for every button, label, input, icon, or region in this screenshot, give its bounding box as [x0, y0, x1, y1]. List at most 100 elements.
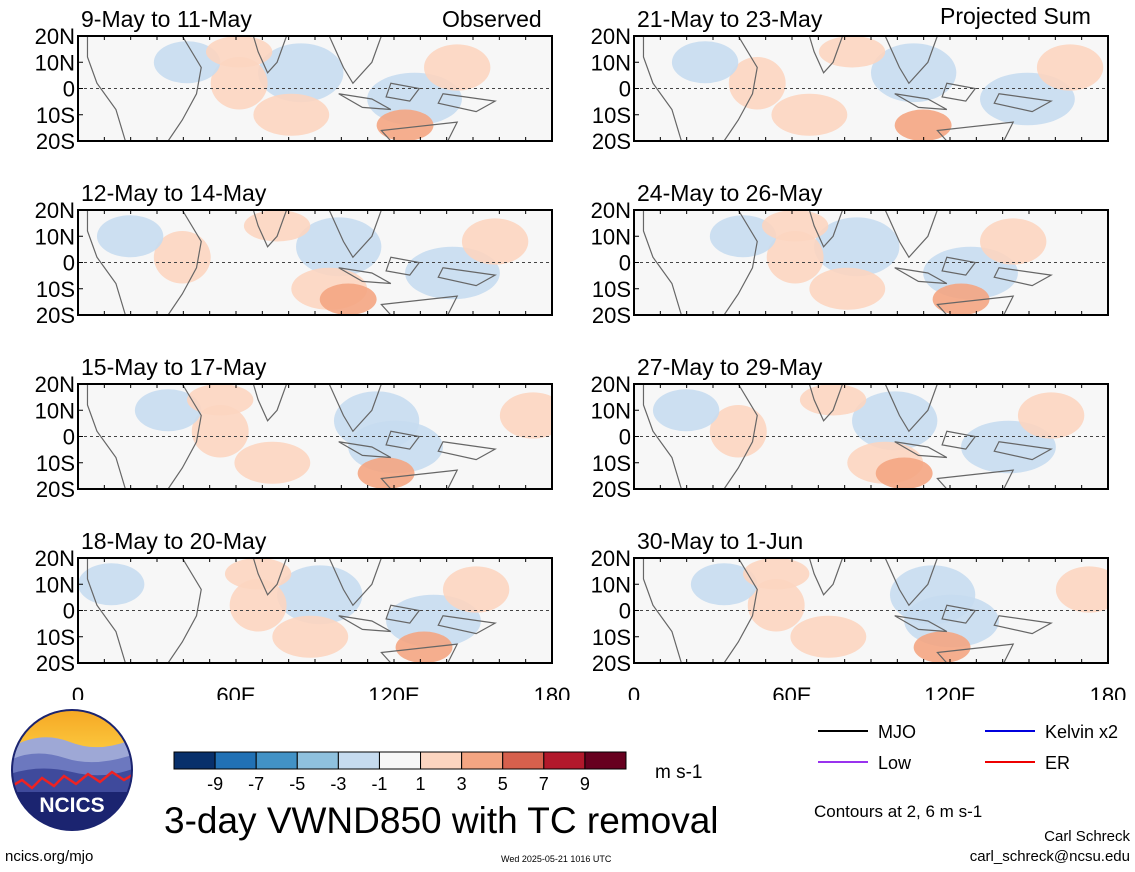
panel-title-obs1: 9-May to 11-May [81, 6, 252, 32]
lat-tick-label: 10S [592, 451, 631, 476]
lat-tick-label: 10N [591, 572, 631, 597]
lat-tick-label: 20N [35, 546, 75, 571]
chart-title: 3-day VWND850 with TC removal [164, 800, 719, 841]
lat-tick-label: 20S [592, 477, 631, 502]
colorbar-swatch [214, 751, 257, 770]
colorbar-tick-label: 9 [580, 774, 590, 794]
colorbar-tick-label: -7 [248, 774, 264, 794]
lat-tick-label: 0 [619, 425, 631, 450]
lat-tick-label: 10N [591, 398, 631, 423]
lon-tick-label: 0 [72, 683, 84, 700]
lat-tick-label: 20N [591, 546, 631, 571]
legend-label-kelvin: Kelvin x2 [1045, 722, 1118, 742]
ncics-logo: NCICS [11, 709, 133, 831]
colorbar-swatch [461, 751, 504, 770]
contour-legend: MJO Kelvin x2 Low ER [818, 722, 1118, 773]
colorbar-tick-label: 5 [498, 774, 508, 794]
lat-tick-label: 10N [591, 50, 631, 75]
observed-label: Observed [442, 6, 542, 32]
lat-tick-label: 10S [592, 277, 631, 302]
panel-field [78, 558, 552, 663]
lat-tick-label: 20N [591, 24, 631, 49]
footer-timestamp: Wed 2025-05-21 1016 UTC [501, 854, 612, 864]
colorbar-units: m s-1 [655, 762, 703, 783]
lon-tick-label: 120E [924, 683, 975, 700]
lat-tick-label: 10N [35, 572, 75, 597]
colorbar-tick-label: -9 [207, 774, 223, 794]
lat-tick-label: 0 [63, 77, 75, 102]
lat-tick-label: 0 [63, 599, 75, 624]
lat-tick-label: 0 [619, 77, 631, 102]
lat-tick-label: 10N [591, 224, 631, 249]
colorbar-swatch [502, 751, 545, 770]
lat-tick-label: 20S [592, 651, 631, 676]
colorbar-swatch [296, 751, 339, 770]
footer-author: Carl Schreck [1044, 828, 1130, 845]
colorbar-tick-label: 3 [457, 774, 467, 794]
panel-title-proj4: 30-May to 1-Jun [637, 528, 803, 554]
lat-tick-label: 0 [619, 599, 631, 624]
lat-tick-label: 20N [591, 198, 631, 223]
panel-title-obs3: 15-May to 17-May [81, 354, 267, 380]
legend-label-er: ER [1045, 753, 1070, 773]
lat-tick-label: 20S [36, 303, 75, 328]
contour-note: Contours at 2, 6 m s-1 [814, 802, 983, 821]
lat-tick-label: 20S [592, 129, 631, 154]
lon-tick-label: 0 [628, 683, 640, 700]
lon-tick-label: 60E [216, 683, 255, 700]
colorbar-tick-label: 1 [416, 774, 426, 794]
panel-field [78, 36, 552, 141]
lat-tick-label: 20S [36, 651, 75, 676]
colorbar-tick-label: -5 [289, 774, 305, 794]
colorbar: -9 -7 -5 -3 -1 1 3 5 7 9 [173, 751, 627, 794]
lat-tick-label: 10N [35, 398, 75, 423]
lat-tick-label: 20N [35, 198, 75, 223]
lat-tick-label: 10S [592, 625, 631, 650]
lat-tick-label: 20N [35, 24, 75, 49]
lat-tick-label: 0 [63, 251, 75, 276]
colorbar-swatch [584, 751, 627, 770]
legend-label-low: Low [878, 753, 912, 773]
colorbar-tick-label: -3 [330, 774, 346, 794]
lon-tick-label: 180 [534, 683, 571, 700]
legend-label-mjo: MJO [878, 722, 916, 742]
lon-tick-label: 60E [772, 683, 811, 700]
lon-tick-label: 180 [1090, 683, 1127, 700]
panel-title-obs2: 12-May to 14-May [81, 180, 267, 206]
lat-tick-label: 0 [619, 251, 631, 276]
lat-tick-label: 20S [592, 303, 631, 328]
colorbar-tick-label: -1 [371, 774, 387, 794]
lat-tick-label: 0 [63, 425, 75, 450]
lat-tick-label: 20N [35, 372, 75, 397]
footer-email[interactable]: carl_schreck@ncsu.edu [969, 848, 1130, 865]
lat-tick-label: 20S [36, 129, 75, 154]
colorbar-swatch [378, 751, 422, 770]
lon-tick-label: 120E [368, 683, 419, 700]
projected-sum-label: Projected Sum [940, 3, 1091, 29]
lat-tick-label: 20S [36, 477, 75, 502]
lat-tick-label: 20N [591, 372, 631, 397]
colorbar-swatch [337, 751, 380, 770]
panel-title-proj1: 21-May to 23-May [637, 6, 823, 32]
panel-title-obs4: 18-May to 20-May [81, 528, 267, 554]
colorbar-swatch [255, 751, 298, 770]
lat-tick-label: 10S [36, 277, 75, 302]
colorbar-swatch [420, 751, 463, 770]
lat-tick-label: 10S [36, 103, 75, 128]
lat-tick-label: 10S [592, 103, 631, 128]
colorbar-swatch [173, 751, 216, 770]
panel-title-proj3: 27-May to 29-May [637, 354, 823, 380]
colorbar-swatch [543, 751, 586, 770]
panel-title-proj2: 24-May to 26-May [637, 180, 823, 206]
footer-url[interactable]: ncics.org/mjo [5, 848, 94, 865]
logo-text: NCICS [39, 794, 104, 817]
